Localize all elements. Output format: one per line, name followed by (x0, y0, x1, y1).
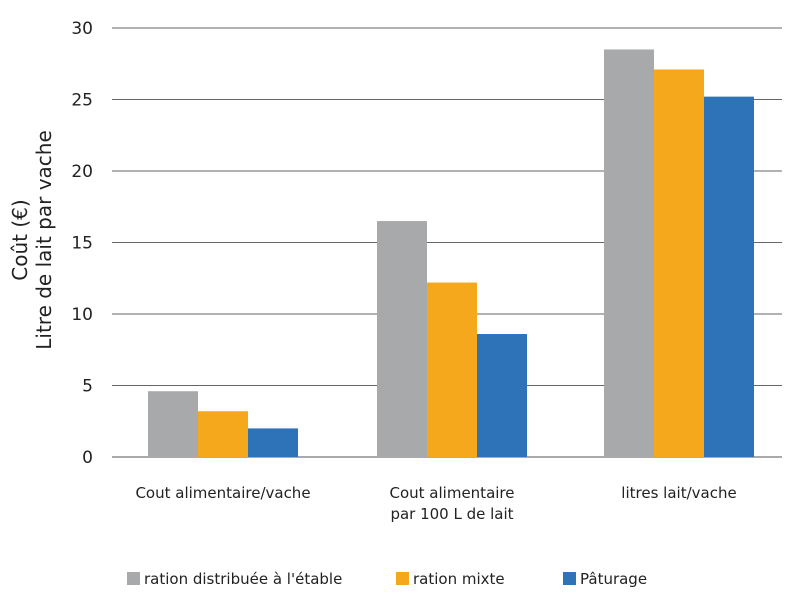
legend-swatch (127, 572, 140, 585)
y-tick-label: 25 (71, 91, 93, 111)
x-axis-categories: Cout alimentaire/vache Cout alimentaire pa… (135, 484, 736, 523)
y-tick-label: 10 (71, 305, 93, 325)
y-tick-label: 15 (71, 234, 93, 254)
category-label: litres lait/vache (621, 484, 736, 502)
y-tick-label: 5 (82, 377, 93, 397)
y-tick-label: 0 (82, 448, 93, 468)
bar-2-series-3 (477, 334, 527, 457)
bars (148, 49, 754, 457)
legend-label: ration distribuée à l'étable (144, 570, 342, 588)
bar-3-series-2 (654, 69, 704, 457)
legend-swatch (563, 572, 576, 585)
bar-1-series-1 (148, 391, 198, 457)
category-label: Cout alimentaire (390, 484, 515, 502)
bar-2-series-1 (377, 221, 427, 457)
category-label: par 100 L de lait (390, 505, 513, 523)
legend: ration distribuée à l'étable ration mixte… (127, 570, 647, 588)
legend-label: Pâturage (580, 570, 647, 588)
legend-label: ration mixte (413, 570, 505, 588)
y-axis-label-line: Litre de lait par vache (32, 130, 56, 350)
legend-swatch (396, 572, 409, 585)
y-axis-ticks: 0 5 10 15 20 25 30 (71, 19, 93, 468)
bar-3-series-1 (604, 49, 654, 457)
bar-3-series-3 (704, 96, 754, 457)
y-tick-label: 30 (71, 19, 93, 39)
bar-1-series-2 (198, 411, 248, 457)
bar-2-series-2 (427, 282, 477, 457)
y-axis-label-line: Coût (€) (8, 199, 32, 280)
category-label: Cout alimentaire/vache (135, 484, 310, 502)
bar-1-series-3 (248, 428, 298, 457)
y-axis-label: Coût (€) Litre de lait par vache (8, 130, 56, 350)
y-tick-label: 20 (71, 162, 93, 182)
